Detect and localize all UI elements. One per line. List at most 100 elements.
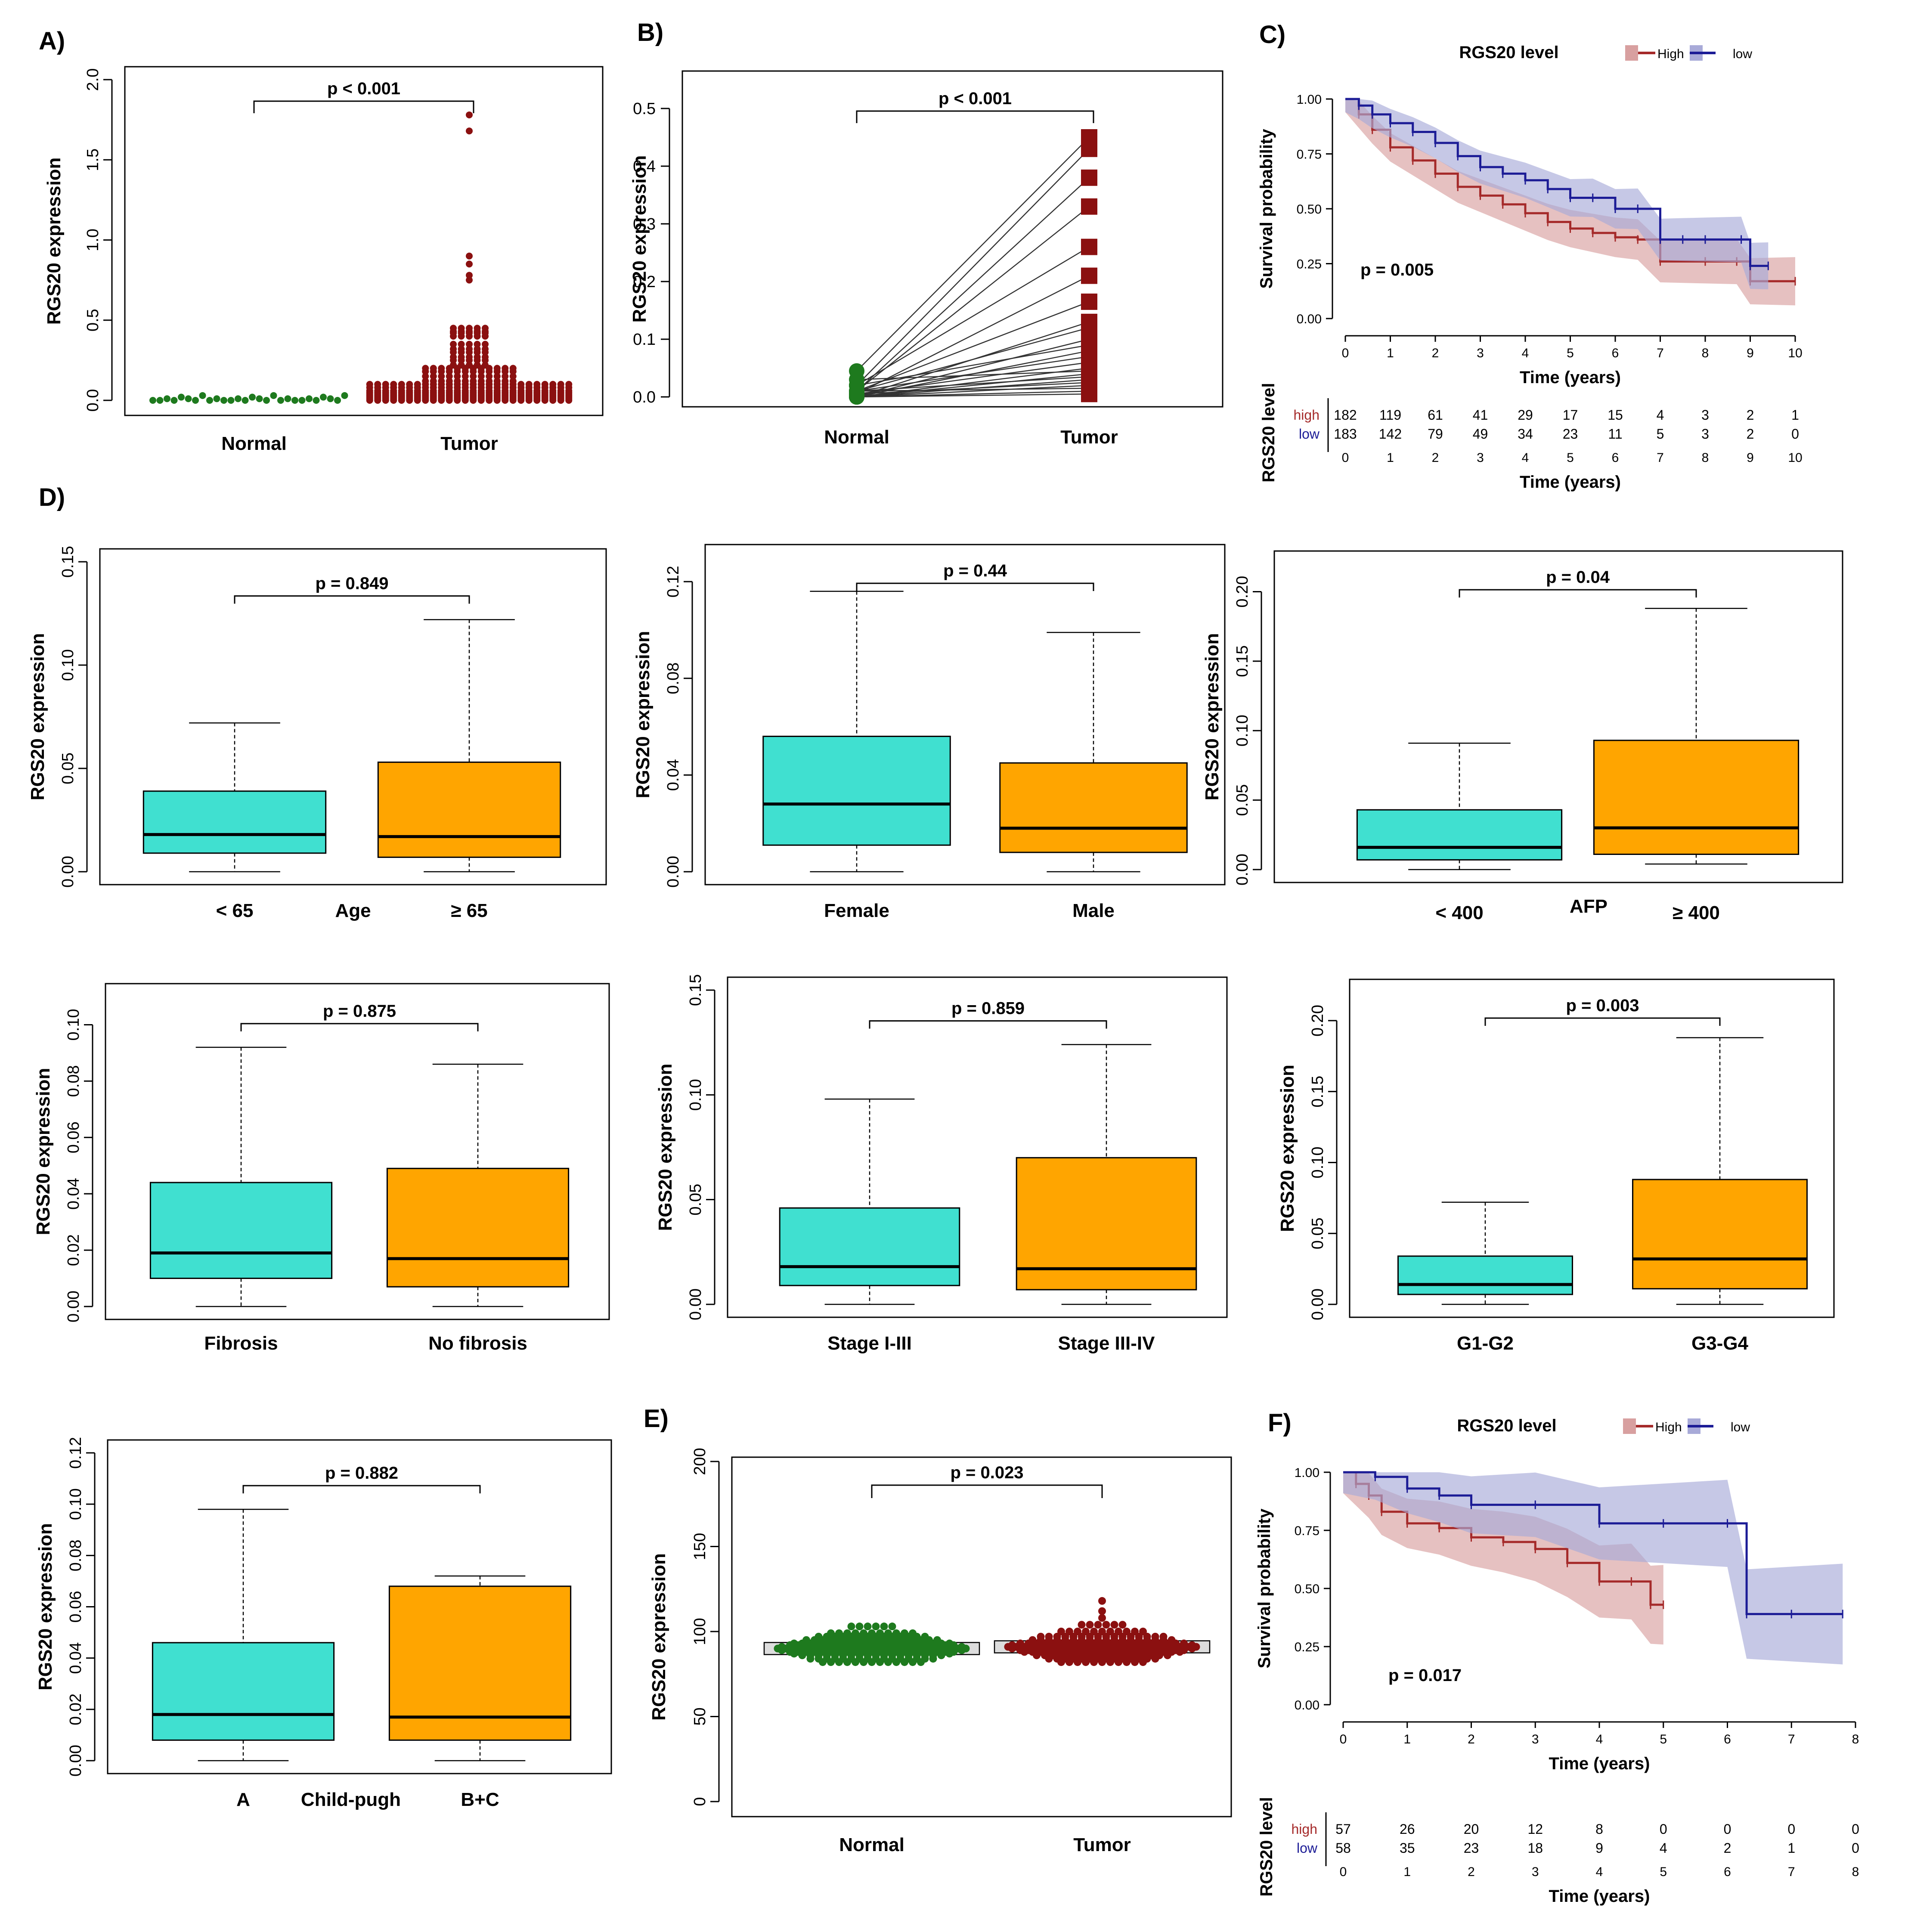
box-1 <box>1632 1179 1808 1290</box>
p-value-bracket <box>871 1484 1103 1498</box>
x-tick-label: 10 <box>1788 346 1802 360</box>
p-value-bracket <box>1484 1017 1721 1026</box>
risk-count: 1 <box>1791 407 1799 423</box>
swarm-point <box>1057 1628 1065 1635</box>
normal-point <box>185 395 192 402</box>
x-tick-label: 5 <box>1567 346 1574 360</box>
risk-count: 49 <box>1473 426 1488 442</box>
risk-tick-label: 1 <box>1403 1865 1411 1879</box>
normal-point <box>270 392 277 399</box>
x-tick-label: 8 <box>1852 1732 1859 1746</box>
tumor-point <box>454 368 461 375</box>
tumor-point <box>450 356 457 364</box>
risk-title: RGS20 level <box>1259 383 1278 482</box>
risk-row-label: high <box>1294 407 1320 423</box>
risk-count: 142 <box>1379 426 1402 442</box>
pair-line <box>856 376 1090 392</box>
normal-point <box>341 392 348 399</box>
x-category-label: G1-G2 <box>1457 1333 1514 1354</box>
p-value-label: p = 0.003 <box>1566 996 1639 1015</box>
ci-band-low <box>1343 1472 1843 1665</box>
risk-count: 79 <box>1428 426 1443 442</box>
risk-count: 2 <box>1724 1840 1731 1856</box>
risk-tick-label: 7 <box>1788 1865 1795 1879</box>
x-tick-label: 7 <box>1788 1732 1795 1746</box>
pair-line <box>856 384 1090 398</box>
p-value-label: p = 0.017 <box>1388 1666 1462 1685</box>
panel-d4: 0.00 0.02 0.04 0.06 0.08 0.10 RGS20 expression… <box>33 983 610 1354</box>
risk-tick-label: 5 <box>1660 1865 1667 1879</box>
p-value-bracket <box>234 595 470 604</box>
risk-tick-label: 6 <box>1724 1865 1731 1879</box>
y-tick-label: 0.06 <box>65 1121 83 1153</box>
pair-line <box>856 148 1090 386</box>
swarm-point <box>945 1639 954 1647</box>
risk-count: 23 <box>1464 1840 1479 1856</box>
y-tick-label: 0.5 <box>633 100 656 118</box>
tumor-point <box>533 397 541 404</box>
tumor-point <box>466 276 473 284</box>
p-value-bracket <box>1459 589 1697 598</box>
tumor-point <box>502 368 509 375</box>
y-tick-label: 0.10 <box>65 1009 83 1040</box>
y-axis-title: Survival probability <box>1255 1508 1274 1669</box>
tumor-point <box>446 373 453 380</box>
x-axis-title: AFP <box>1570 896 1608 917</box>
tumor-point <box>458 356 465 364</box>
risk-row-label: high <box>1292 1821 1318 1837</box>
tumor-point <box>414 397 421 404</box>
y-tick-label: 0.0 <box>84 389 102 412</box>
normal-point <box>206 397 213 404</box>
risk-count: 29 <box>1518 407 1533 423</box>
normal-point <box>256 395 263 402</box>
risk-title: RGS20 level <box>1257 1797 1276 1896</box>
normal-point <box>320 393 327 401</box>
y-axis-title: RGS20 expression <box>1202 633 1223 801</box>
risk-count: 0 <box>1791 426 1799 442</box>
swarm-point <box>864 1622 872 1631</box>
panel-e: E) 0 50 100 150 200 RGS20 expression Normal Tumo… <box>644 1405 1232 1855</box>
swarm-point <box>901 1629 908 1637</box>
y-tick-label: 0.3 <box>633 215 656 233</box>
swarm-point <box>847 1622 855 1631</box>
risk-count: 17 <box>1563 407 1578 423</box>
p-value-label: p = 0.023 <box>950 1463 1023 1482</box>
tumor-point <box>493 397 501 404</box>
x-category-label: G3-G4 <box>1691 1333 1749 1354</box>
pair-line <box>856 370 1090 381</box>
risk-count: 0 <box>1852 1840 1859 1856</box>
swarm-point <box>1074 1628 1081 1635</box>
y-axis-title: RGS20 expression <box>35 1523 56 1690</box>
pair-line <box>856 393 1090 398</box>
y-tick-label: 0.20 <box>1309 1005 1327 1037</box>
tumor-point <box>482 341 489 348</box>
y-tick-label: 100 <box>691 1618 709 1645</box>
tumor-point <box>466 349 473 356</box>
box-1 <box>388 1585 572 1741</box>
y-tick-label: 0.15 <box>1309 1076 1327 1108</box>
normal-point <box>149 397 156 404</box>
y-tick-label: 0.08 <box>67 1539 85 1571</box>
risk-count: 183 <box>1334 426 1357 442</box>
y-axis-title: RGS20 expression <box>629 155 650 323</box>
panel-d6: 0.00 0.05 0.10 0.15 0.20 RGS20 expression G1-G… <box>1277 978 1835 1354</box>
x-tick-label: 8 <box>1702 346 1709 360</box>
p-value-label: p < 0.001 <box>939 89 1012 108</box>
y-tick-label: 0.10 <box>687 1079 705 1111</box>
y-tick-label: 0.00 <box>1309 1288 1327 1320</box>
x-category-label: Fibrosis <box>204 1333 278 1354</box>
box-1 <box>1593 740 1800 855</box>
box-1 <box>999 762 1188 853</box>
x-axis-title: Time (years) <box>1520 368 1621 387</box>
swarm-point <box>1008 1641 1016 1649</box>
swarm-point <box>1188 1641 1196 1649</box>
pair-line <box>856 338 1090 398</box>
pair-line <box>856 275 1090 395</box>
tumor-point <box>450 341 457 348</box>
x-tick-label: 1 <box>1403 1732 1411 1746</box>
risk-tick-label: 8 <box>1702 451 1709 465</box>
tumor-point <box>1081 293 1097 310</box>
swarm-point <box>892 1629 900 1637</box>
tumor-point <box>430 368 437 375</box>
